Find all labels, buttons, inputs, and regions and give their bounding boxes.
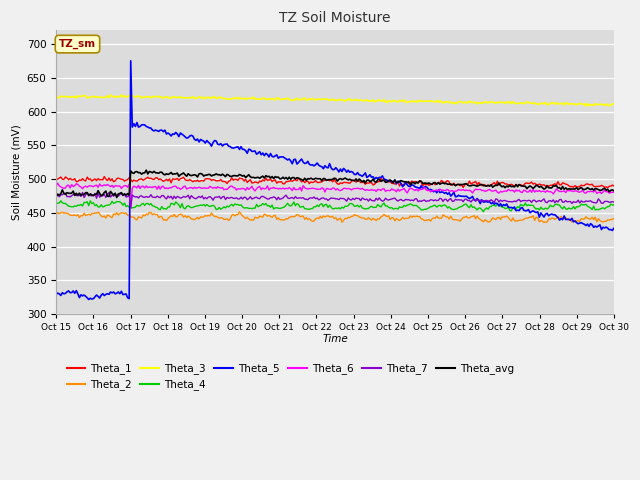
Line: Theta_avg: Theta_avg (56, 170, 614, 197)
Theta_5 (610, 226, 618, 231)
Theta_4 (610, 202, 618, 207)
Theta_4 (239, 204, 246, 210)
Theta_1 (52, 176, 60, 181)
Theta_avg (250, 175, 257, 180)
Theta_4 (220, 204, 228, 210)
Theta_4 (298, 204, 305, 210)
Theta_avg (113, 194, 120, 200)
Theta_5 (52, 291, 60, 297)
Theta_4 (582, 202, 590, 207)
Theta_7 (122, 194, 130, 200)
Theta_1 (248, 180, 256, 186)
Theta_1 (220, 179, 228, 184)
Theta_5 (250, 148, 257, 154)
Theta_5 (240, 146, 248, 152)
Theta_3 (248, 96, 256, 101)
Theta_5 (582, 223, 590, 228)
Theta_3 (298, 96, 305, 102)
Theta_4 (122, 204, 130, 209)
Theta_3 (107, 92, 115, 98)
Theta_6 (582, 190, 590, 196)
Theta_5 (85, 297, 93, 302)
Line: Theta_7: Theta_7 (56, 192, 614, 207)
Theta_avg (610, 188, 618, 193)
Theta_5 (127, 58, 134, 64)
Theta_6 (250, 186, 257, 192)
Theta_6 (221, 186, 229, 192)
Theta_3 (582, 103, 590, 109)
Theta_1 (604, 185, 611, 191)
Theta_7 (582, 198, 590, 204)
Theta_7 (79, 190, 86, 195)
Theta_1 (298, 179, 305, 185)
Theta_2 (540, 220, 548, 226)
Theta_avg (300, 178, 307, 183)
Title: TZ Soil Moisture: TZ Soil Moisture (279, 11, 391, 25)
Legend: Theta_1, Theta_2, Theta_3, Theta_4, Theta_5, Theta_6, Theta_7, Theta_avg: Theta_1, Theta_2, Theta_3, Theta_4, Thet… (62, 359, 518, 395)
Theta_1 (122, 177, 130, 183)
Theta_avg (582, 186, 590, 192)
Line: Theta_3: Theta_3 (56, 95, 614, 106)
Theta_7 (240, 194, 248, 200)
Theta_3 (122, 94, 130, 100)
Line: Theta_6: Theta_6 (56, 183, 614, 208)
Theta_2 (236, 209, 243, 215)
Theta_2 (52, 212, 60, 217)
Theta_4 (479, 209, 487, 215)
Theta_7 (300, 195, 307, 201)
X-axis label: Time: Time (322, 334, 348, 344)
Theta_7 (250, 195, 257, 201)
Text: TZ_sm: TZ_sm (59, 39, 96, 49)
Theta_2 (218, 215, 226, 221)
Theta_2 (610, 216, 618, 221)
Theta_5 (221, 142, 229, 147)
Theta_6 (240, 186, 248, 192)
Theta_7 (610, 199, 618, 205)
Line: Theta_1: Theta_1 (56, 177, 614, 188)
Y-axis label: Soil Moisture (mV): Soil Moisture (mV) (11, 124, 21, 220)
Theta_6 (300, 183, 307, 189)
Theta_3 (220, 96, 228, 101)
Theta_4 (52, 201, 60, 206)
Theta_7 (52, 191, 60, 196)
Theta_2 (248, 217, 256, 223)
Line: Theta_4: Theta_4 (56, 201, 614, 212)
Theta_6 (610, 189, 618, 195)
Theta_6 (122, 183, 130, 189)
Theta_5 (300, 159, 307, 165)
Line: Theta_5: Theta_5 (56, 61, 614, 300)
Theta_avg (52, 194, 60, 200)
Theta_2 (582, 214, 590, 220)
Theta_5 (122, 291, 130, 297)
Theta_avg (240, 172, 248, 178)
Theta_1 (580, 183, 588, 189)
Theta_1 (239, 176, 246, 182)
Theta_2 (298, 213, 305, 219)
Theta_6 (54, 180, 61, 186)
Theta_2 (239, 213, 246, 219)
Theta_3 (580, 101, 588, 107)
Theta_4 (248, 206, 256, 212)
Theta_1 (610, 183, 618, 189)
Theta_2 (121, 211, 129, 216)
Theta_7 (221, 197, 229, 203)
Theta_6 (127, 205, 134, 211)
Theta_4 (57, 198, 65, 204)
Theta_avg (122, 192, 130, 198)
Theta_3 (610, 101, 618, 107)
Theta_avg (143, 168, 150, 173)
Theta_3 (52, 94, 60, 99)
Line: Theta_2: Theta_2 (56, 212, 614, 223)
Theta_3 (239, 96, 246, 101)
Theta_7 (127, 204, 134, 210)
Theta_avg (221, 174, 229, 180)
Theta_6 (52, 183, 60, 189)
Theta_1 (100, 174, 108, 180)
